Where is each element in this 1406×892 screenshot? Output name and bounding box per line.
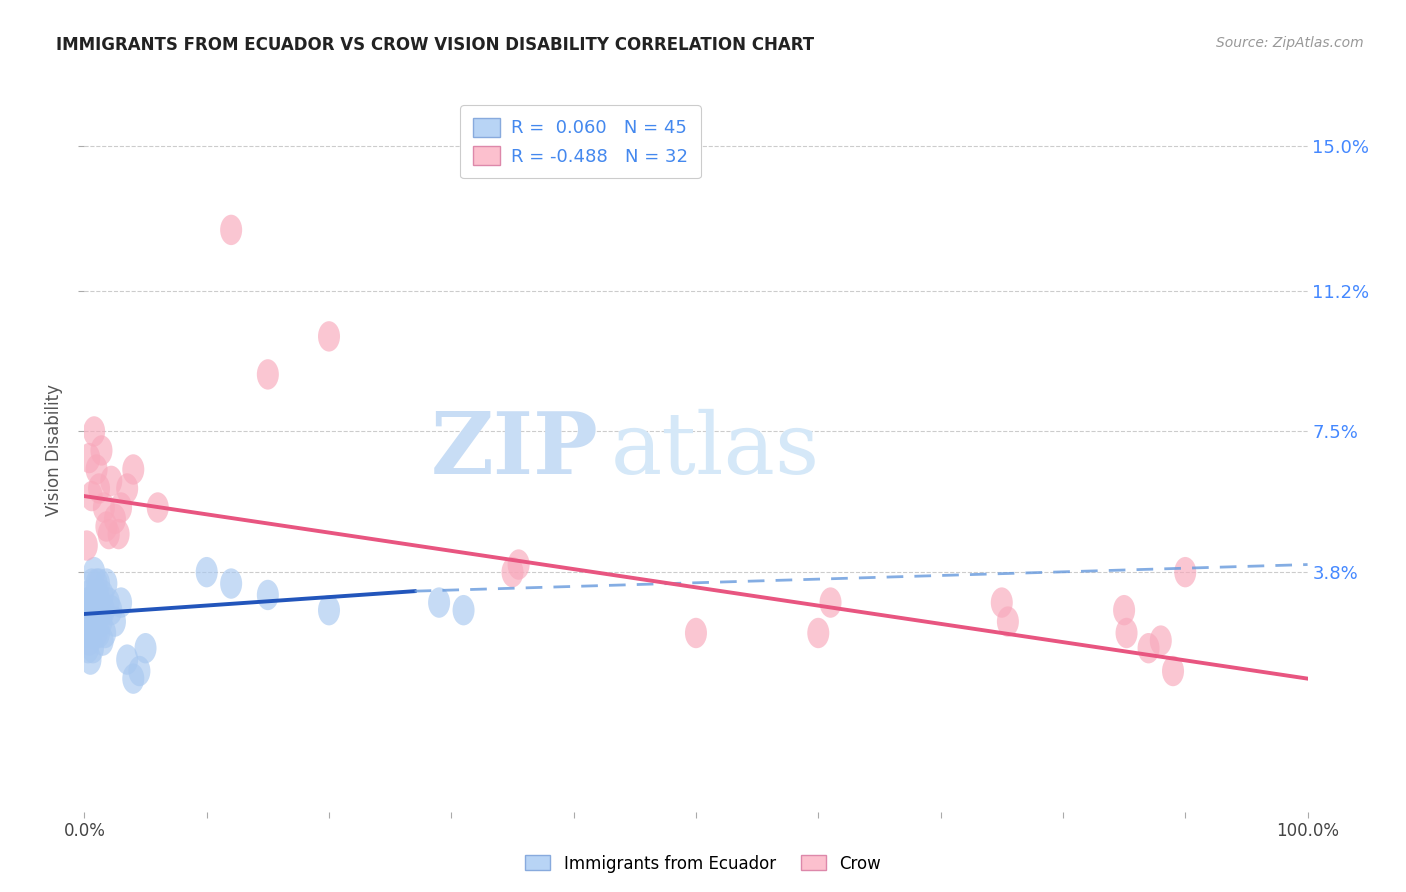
Ellipse shape [195,557,218,587]
Ellipse shape [98,587,120,618]
Ellipse shape [79,625,100,656]
Ellipse shape [80,481,103,511]
Ellipse shape [100,466,122,496]
Ellipse shape [135,633,156,664]
Ellipse shape [76,618,98,648]
Ellipse shape [80,644,101,675]
Ellipse shape [89,618,110,648]
Text: Source: ZipAtlas.com: Source: ZipAtlas.com [1216,36,1364,50]
Ellipse shape [117,474,138,504]
Ellipse shape [1150,625,1171,656]
Ellipse shape [90,435,112,466]
Ellipse shape [75,595,97,625]
Ellipse shape [80,568,103,599]
Ellipse shape [82,633,104,664]
Ellipse shape [104,607,127,637]
Ellipse shape [96,568,117,599]
Y-axis label: Vision Disability: Vision Disability [45,384,63,516]
Ellipse shape [110,587,132,618]
Legend: Immigrants from Ecuador, Crow: Immigrants from Ecuador, Crow [519,848,887,880]
Ellipse shape [86,454,108,484]
Ellipse shape [77,607,98,637]
Ellipse shape [1137,633,1160,664]
Ellipse shape [122,664,145,694]
Ellipse shape [1114,595,1135,625]
Ellipse shape [997,607,1019,637]
Ellipse shape [83,557,105,587]
Ellipse shape [90,607,112,637]
Ellipse shape [1115,618,1137,648]
Ellipse shape [89,587,111,618]
Ellipse shape [86,568,108,599]
Ellipse shape [77,633,98,664]
Ellipse shape [80,595,101,625]
Ellipse shape [122,454,145,484]
Ellipse shape [117,644,138,675]
Ellipse shape [427,587,450,618]
Ellipse shape [98,519,120,549]
Ellipse shape [96,511,117,541]
Legend: R =  0.060   N = 45, R = -0.488   N = 32: R = 0.060 N = 45, R = -0.488 N = 32 [460,105,700,178]
Ellipse shape [257,580,278,610]
Ellipse shape [104,504,127,534]
Ellipse shape [76,531,98,561]
Ellipse shape [79,442,100,474]
Ellipse shape [91,625,114,656]
Ellipse shape [1174,557,1197,587]
Ellipse shape [89,568,110,599]
Ellipse shape [110,492,132,523]
Text: atlas: atlas [610,409,820,492]
Ellipse shape [508,549,530,580]
Ellipse shape [80,618,103,648]
Ellipse shape [89,474,110,504]
Ellipse shape [257,359,278,390]
Ellipse shape [318,595,340,625]
Ellipse shape [94,618,117,648]
Text: IMMIGRANTS FROM ECUADOR VS CROW VISION DISABILITY CORRELATION CHART: IMMIGRANTS FROM ECUADOR VS CROW VISION D… [56,36,814,54]
Ellipse shape [76,587,98,618]
Ellipse shape [89,595,111,625]
Ellipse shape [318,321,340,351]
Ellipse shape [87,595,108,625]
Ellipse shape [82,587,104,618]
Ellipse shape [86,618,108,648]
Text: ZIP: ZIP [430,409,598,492]
Ellipse shape [221,568,242,599]
Ellipse shape [128,656,150,686]
Ellipse shape [83,417,105,447]
Ellipse shape [146,492,169,523]
Ellipse shape [108,519,129,549]
Ellipse shape [83,607,105,637]
Ellipse shape [502,557,523,587]
Ellipse shape [1161,656,1184,686]
Ellipse shape [93,595,115,625]
Ellipse shape [221,215,242,245]
Ellipse shape [91,580,114,610]
Ellipse shape [453,595,475,625]
Ellipse shape [87,580,108,610]
Ellipse shape [84,595,107,625]
Ellipse shape [93,492,115,523]
Ellipse shape [79,580,100,610]
Ellipse shape [820,587,842,618]
Ellipse shape [991,587,1012,618]
Ellipse shape [84,580,107,610]
Ellipse shape [685,618,707,648]
Ellipse shape [100,595,122,625]
Ellipse shape [807,618,830,648]
